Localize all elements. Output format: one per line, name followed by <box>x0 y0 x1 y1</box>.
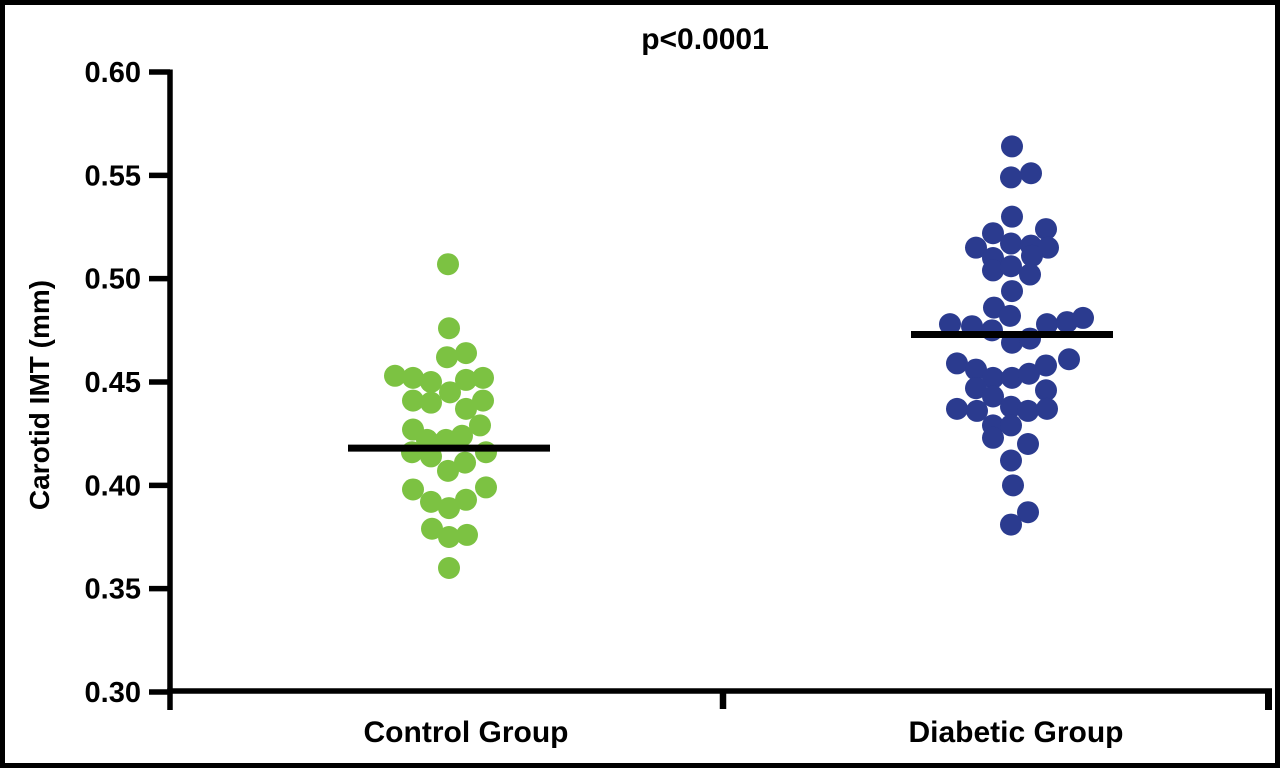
data-point-control <box>401 441 423 464</box>
data-point-control <box>451 424 473 447</box>
data-point-diabetic <box>1000 232 1022 255</box>
data-point-control <box>439 381 461 404</box>
data-point-diabetic <box>1035 379 1057 402</box>
data-point-diabetic <box>981 319 1003 342</box>
p-value-annotation: p<0.0001 <box>641 23 769 56</box>
y-tick-label: 0.45 <box>85 367 141 399</box>
data-point-control <box>437 253 459 276</box>
data-point-diabetic <box>939 313 961 336</box>
data-point-diabetic <box>965 358 987 381</box>
data-point-diabetic <box>966 399 988 422</box>
data-point-control <box>455 397 477 420</box>
data-point-control <box>438 557 460 579</box>
data-point-control <box>384 364 406 387</box>
data-point-diabetic <box>1072 306 1094 329</box>
data-point-diabetic <box>1019 327 1041 350</box>
data-point-diabetic <box>982 222 1004 245</box>
data-point-control <box>472 389 494 412</box>
data-point-control <box>438 526 460 548</box>
data-point-control <box>420 371 442 393</box>
data-point-diabetic <box>1018 362 1040 385</box>
y-tick-label: 0.40 <box>85 470 141 502</box>
data-point-diabetic <box>982 259 1004 282</box>
data-point-diabetic <box>1036 313 1058 336</box>
data-point-control <box>469 414 491 437</box>
data-point-diabetic <box>965 236 987 259</box>
data-point-diabetic <box>1021 244 1043 267</box>
data-point-control <box>402 389 424 412</box>
data-point-diabetic <box>1001 280 1023 303</box>
y-tick-label: 0.60 <box>85 57 141 89</box>
data-point-diabetic <box>1000 395 1022 418</box>
data-point-control <box>455 368 477 391</box>
y-axis-title: Carotid IMT (mm) <box>24 279 55 511</box>
data-point-diabetic <box>1000 255 1022 278</box>
data-point-diabetic <box>982 426 1004 449</box>
data-point-diabetic <box>1001 366 1023 389</box>
data-point-diabetic <box>1001 205 1023 228</box>
data-point-control <box>455 488 477 511</box>
data-point-control <box>475 441 497 464</box>
data-point-diabetic <box>1000 166 1022 189</box>
data-point-diabetic <box>1000 449 1022 472</box>
data-point-diabetic <box>1019 263 1041 286</box>
data-point-control <box>475 476 497 499</box>
data-point-diabetic <box>1035 218 1057 241</box>
data-point-diabetic <box>965 377 987 400</box>
data-point-diabetic <box>999 304 1021 327</box>
data-point-control <box>402 478 424 501</box>
data-point-diabetic <box>1001 135 1023 158</box>
y-tick-label: 0.55 <box>85 160 141 192</box>
data-point-diabetic <box>1036 397 1058 420</box>
y-tick-label: 0.30 <box>85 677 141 709</box>
data-point-control <box>420 490 442 513</box>
data-point-diabetic <box>1002 474 1024 497</box>
data-point-diabetic <box>1000 513 1022 536</box>
data-point-control <box>454 451 476 474</box>
data-point-diabetic <box>946 352 968 375</box>
data-point-diabetic <box>1020 162 1042 185</box>
data-point-diabetic <box>1035 354 1057 377</box>
y-tick-label: 0.35 <box>85 574 141 606</box>
data-point-control <box>420 391 442 414</box>
data-point-diabetic <box>1017 501 1039 524</box>
data-point-control <box>402 366 424 389</box>
data-point-diabetic <box>1017 433 1039 455</box>
data-point-diabetic <box>1017 399 1039 422</box>
data-point-control <box>455 342 477 365</box>
data-point-control <box>436 346 458 369</box>
data-point-diabetic <box>1000 414 1022 437</box>
data-point-diabetic <box>982 366 1004 389</box>
data-point-control <box>438 497 460 520</box>
data-point-control <box>456 523 478 546</box>
data-point-control <box>472 366 494 389</box>
x-category-label-diabetic: Diabetic Group <box>908 716 1124 749</box>
data-point-diabetic <box>1058 348 1080 371</box>
data-point-control <box>438 317 460 340</box>
data-point-diabetic <box>982 385 1004 408</box>
data-point-control <box>437 459 459 482</box>
y-tick-label: 0.50 <box>85 264 141 296</box>
data-point-diabetic <box>946 397 968 420</box>
data-point-control <box>421 517 443 540</box>
x-category-label-control: Control Group <box>363 716 569 749</box>
